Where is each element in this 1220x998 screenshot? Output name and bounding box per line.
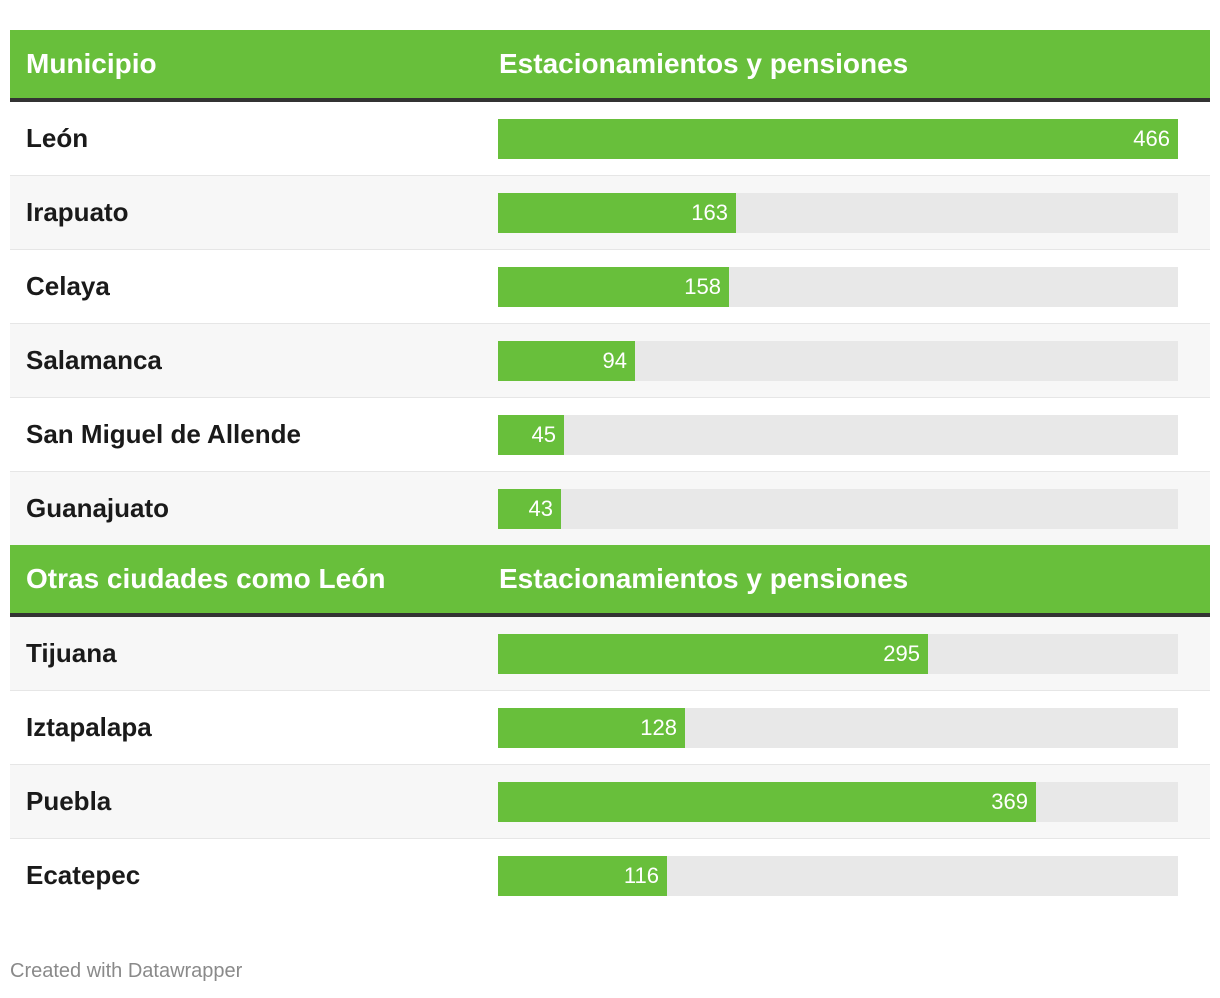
bar: 128 bbox=[498, 708, 685, 748]
data-label: 295 bbox=[883, 641, 920, 666]
bar-track: 45 bbox=[498, 415, 1178, 455]
bar-track: 116 bbox=[498, 856, 1178, 896]
column-header-name: Municipio bbox=[26, 48, 157, 79]
category-label: Puebla bbox=[26, 786, 112, 816]
bar: 369 bbox=[498, 782, 1036, 822]
table-header: Municipio Estacionamientos y pensiones bbox=[10, 30, 1210, 102]
bar-track: 163 bbox=[498, 193, 1178, 233]
bar-track: 43 bbox=[498, 489, 1178, 529]
category-label: Celaya bbox=[26, 271, 110, 301]
category-label: León bbox=[26, 123, 89, 153]
table-row: León 466 bbox=[10, 102, 1210, 176]
category-label: Tijuana bbox=[26, 638, 117, 668]
bar-track: 295 bbox=[498, 634, 1178, 674]
bar: 295 bbox=[498, 634, 928, 674]
data-label: 466 bbox=[1133, 126, 1170, 151]
column-header-value: Estacionamientos y pensiones bbox=[499, 48, 909, 79]
category-label: Iztapalapa bbox=[26, 712, 152, 742]
bar: 45 bbox=[498, 415, 564, 455]
bar-track: 466 bbox=[498, 119, 1178, 159]
table-row: Salamanca 94 bbox=[10, 324, 1210, 398]
bar-track: 369 bbox=[498, 782, 1178, 822]
bar-track: 94 bbox=[498, 341, 1178, 381]
table-row: Tijuana 295 bbox=[10, 617, 1210, 691]
data-label: 163 bbox=[691, 200, 728, 225]
data-label: 158 bbox=[684, 274, 721, 299]
data-label: 116 bbox=[623, 863, 659, 888]
table-row: San Miguel de Allende 45 bbox=[10, 398, 1210, 472]
bar: 466 bbox=[498, 119, 1178, 159]
table-row: Celaya 158 bbox=[10, 250, 1210, 324]
footer-credit: Created with Datawrapper bbox=[10, 960, 243, 982]
table-row: Irapuato 163 bbox=[10, 176, 1210, 250]
bar-track: 128 bbox=[498, 708, 1178, 748]
bar-table: Municipio Estacionamientos y pensiones Leó… bbox=[10, 30, 1210, 912]
category-label: San Miguel de Allende bbox=[26, 419, 301, 449]
column-header-name: Otras ciudades como León bbox=[26, 563, 386, 594]
table-row: Iztapalapa 128 bbox=[10, 691, 1210, 765]
category-label: Salamanca bbox=[26, 345, 162, 375]
table-header: Otras ciudades como León Estacionamientos… bbox=[10, 545, 1210, 617]
column-header-value: Estacionamientos y pensiones bbox=[499, 563, 909, 594]
category-label: Guanajuato bbox=[26, 493, 170, 523]
data-label: 45 bbox=[531, 422, 556, 447]
data-label: 94 bbox=[602, 348, 627, 373]
bar: 163 bbox=[498, 193, 736, 233]
category-label: Ecatepec bbox=[26, 860, 141, 890]
bar: 116 bbox=[498, 856, 667, 896]
bar: 94 bbox=[498, 341, 635, 381]
table-row: Ecatepec 116 bbox=[10, 839, 1210, 912]
table-row: Guanajuato 43 bbox=[10, 472, 1210, 545]
bar: 158 bbox=[498, 267, 729, 307]
bar-track: 158 bbox=[498, 267, 1178, 307]
bar: 43 bbox=[498, 489, 561, 529]
table-row: Puebla 369 bbox=[10, 765, 1210, 839]
data-label: 43 bbox=[528, 496, 553, 521]
data-label: 128 bbox=[640, 715, 677, 740]
data-label: 369 bbox=[991, 789, 1028, 814]
category-label: Irapuato bbox=[26, 197, 129, 227]
